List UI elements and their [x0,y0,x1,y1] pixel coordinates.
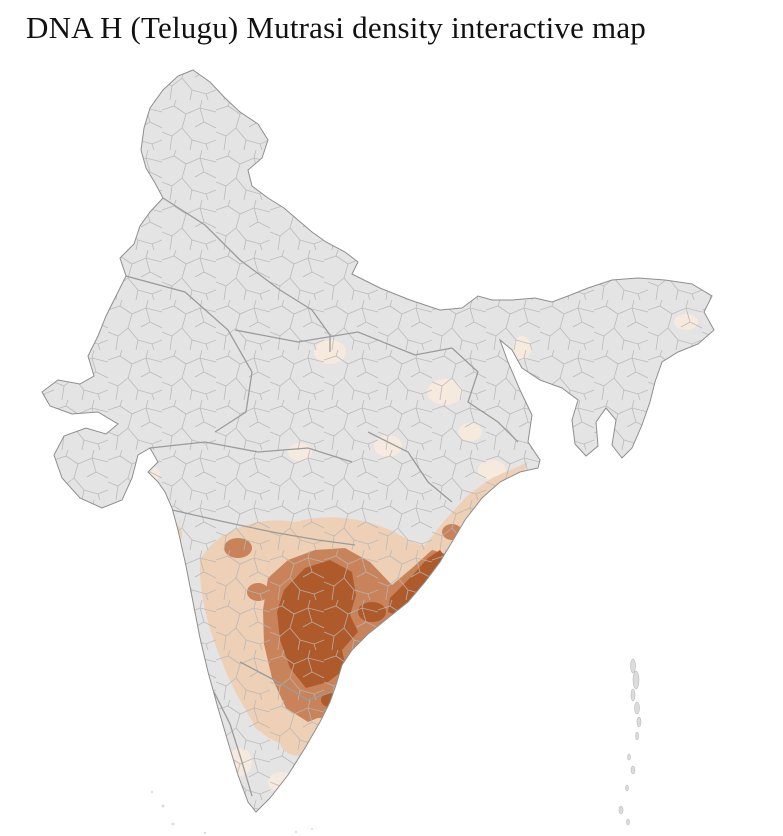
page-title: DNA H (Telugu) Mutrasi density interacti… [26,10,646,45]
lakshadweep-islands[interactable] [150,790,313,835]
district-boundaries-texture [42,70,714,812]
andaman-nicobar-islands[interactable] [618,658,642,826]
kutch-gray-spot [42,416,48,422]
kolkata-urban-spot [541,444,551,458]
state-boundaries [125,197,519,797]
